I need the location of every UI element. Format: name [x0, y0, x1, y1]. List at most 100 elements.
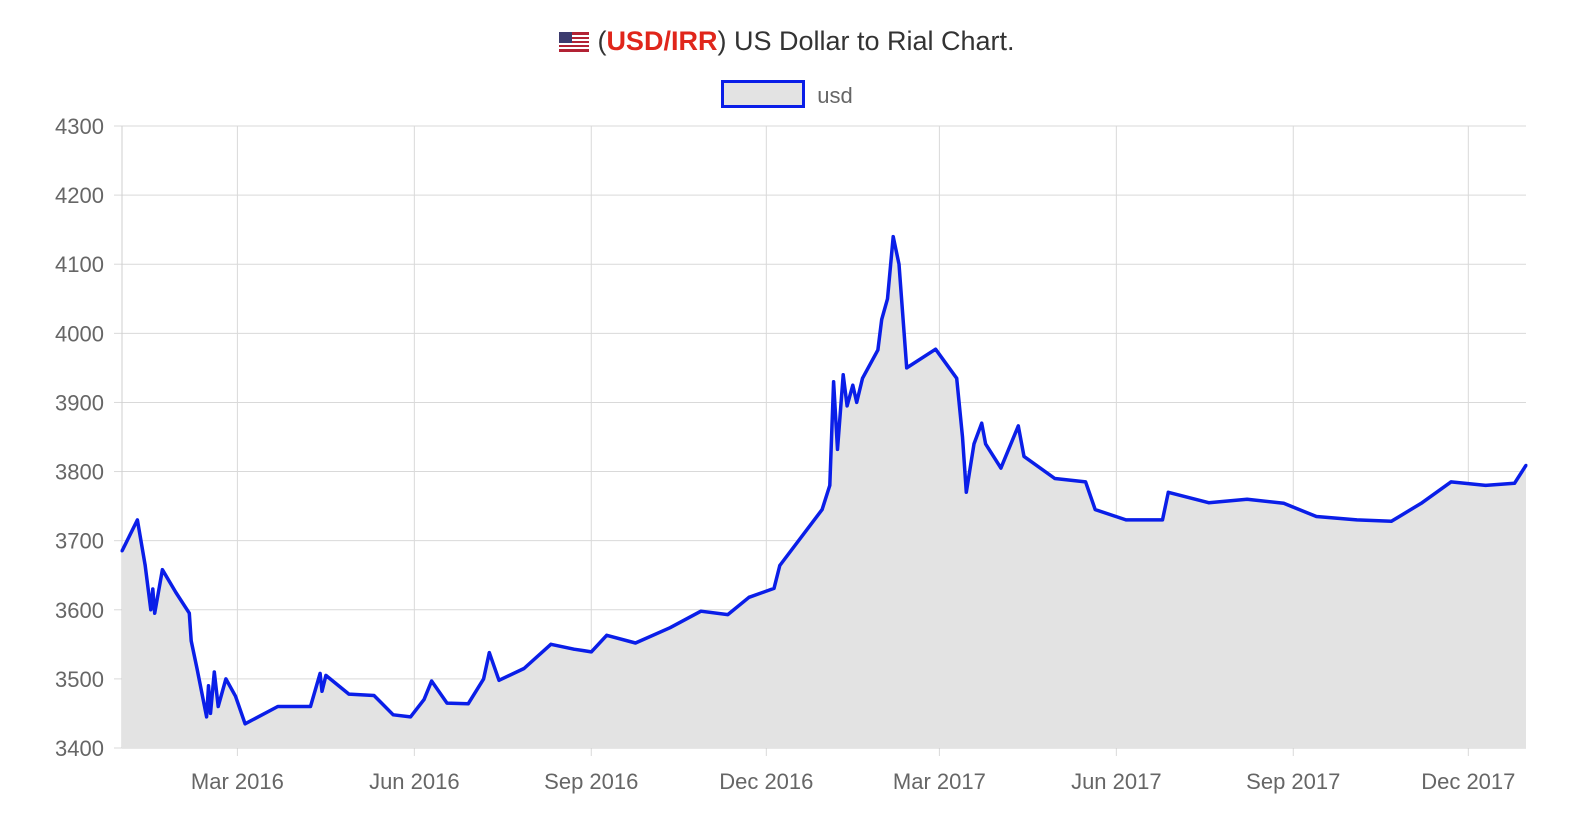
- y-tick-label: 3800: [55, 460, 104, 485]
- data-point: [589, 650, 593, 654]
- data-point: [845, 404, 849, 408]
- us-flag-icon: [559, 28, 590, 52]
- data-point: [820, 508, 824, 512]
- y-axis: 3400 3500 3600 3700 3800 3900 4000 4100 4200 4300: [55, 114, 104, 761]
- data-point: [772, 586, 776, 590]
- data-point: [391, 713, 395, 717]
- title-text: ) US Dollar to Rial Chart.: [717, 26, 1015, 56]
- chart-title: (USD/IRR) US Dollar to Rial Chart.: [0, 26, 1574, 57]
- x-tick-label: Dec 2017: [1421, 769, 1515, 794]
- data-point: [876, 348, 880, 352]
- data-point: [466, 702, 470, 706]
- data-point: [160, 568, 164, 572]
- data-point: [309, 705, 312, 708]
- data-point: [841, 373, 845, 377]
- x-tick-label: Sep 2017: [1246, 769, 1340, 794]
- y-tick-label: 3700: [55, 529, 104, 554]
- data-point: [276, 705, 280, 708]
- data-point: [153, 611, 157, 615]
- data-point: [778, 564, 782, 567]
- data-point: [961, 435, 964, 439]
- data-point: [1524, 463, 1528, 467]
- data-point: [409, 715, 412, 719]
- y-tick-label: 3900: [55, 390, 104, 415]
- data-point: [549, 642, 553, 646]
- data-point: [572, 647, 576, 651]
- data-point: [1389, 519, 1393, 523]
- y-tick-label: 4200: [55, 183, 104, 208]
- data-point: [934, 347, 938, 351]
- data-point: [209, 711, 212, 715]
- data-point: [972, 442, 976, 446]
- data-point: [1093, 508, 1097, 512]
- x-tick-label: Mar 2017: [893, 769, 986, 794]
- data-point: [1166, 490, 1170, 494]
- data-point: [1355, 518, 1359, 522]
- data-point: [195, 667, 199, 670]
- data-point: [151, 587, 155, 591]
- data-point: [897, 262, 901, 266]
- data-point: [372, 694, 376, 697]
- y-tick-label: 4100: [55, 252, 104, 277]
- data-point: [243, 722, 247, 726]
- data-point: [668, 626, 672, 630]
- data-point: [497, 678, 501, 682]
- data-point: [726, 613, 730, 617]
- data-point: [207, 684, 210, 688]
- data-point: [1282, 501, 1286, 505]
- data-point: [582, 649, 586, 653]
- x-tick-label: Jun 2016: [369, 769, 460, 794]
- data-point: [324, 673, 328, 677]
- data-point: [605, 633, 609, 637]
- data-point: [212, 670, 216, 674]
- data-point: [1314, 515, 1318, 518]
- y-tick-label: 3600: [55, 598, 104, 623]
- plot: [120, 234, 1528, 748]
- y-tick-label: 3500: [55, 667, 104, 692]
- x-tick-label: Dec 2016: [719, 769, 813, 794]
- data-point: [174, 591, 178, 594]
- data-point: [487, 651, 491, 655]
- data-point: [422, 698, 426, 702]
- series-line-usd: [120, 234, 1528, 726]
- data-point: [522, 667, 526, 670]
- data-point: [1420, 501, 1424, 505]
- data-point: [320, 689, 324, 693]
- data-point: [984, 442, 988, 446]
- data-point: [189, 639, 193, 643]
- data-point: [234, 694, 237, 698]
- data-point: [955, 376, 959, 380]
- legend[interactable]: usd: [0, 80, 1574, 109]
- data-point: [964, 490, 968, 494]
- legend-label[interactable]: usd: [817, 83, 853, 108]
- data-point: [143, 563, 147, 567]
- data-point: [430, 679, 434, 683]
- x-tick-label: Mar 2016: [191, 769, 284, 794]
- data-point: [347, 692, 351, 696]
- data-point: [905, 366, 909, 370]
- legend-swatch[interactable]: [721, 80, 806, 108]
- data-point: [1124, 518, 1128, 522]
- data-point: [1022, 454, 1026, 458]
- data-point: [634, 641, 637, 645]
- series-area-usd: [122, 236, 1526, 748]
- x-tick-label: Sep 2016: [544, 769, 638, 794]
- y-tick-label: 4300: [55, 114, 104, 139]
- data-point: [135, 518, 139, 522]
- data-point: [1053, 477, 1057, 480]
- data-point: [224, 677, 228, 681]
- x-tick-label: Jun 2017: [1071, 769, 1162, 794]
- data-point: [120, 549, 124, 553]
- data-point: [1245, 497, 1249, 501]
- data-point: [216, 705, 220, 708]
- data-point: [880, 318, 884, 321]
- data-point: [891, 235, 895, 239]
- data-point: [149, 608, 153, 612]
- data-point: [836, 447, 839, 451]
- data-point: [1207, 501, 1211, 505]
- x-axis: Mar 2016 Jun 2016 Sep 2016 Dec 2016 Mar 2017…: [191, 769, 1515, 794]
- data-point: [747, 595, 751, 599]
- currency-pair: USD/IRR: [606, 26, 718, 56]
- y-tick-label: 3400: [55, 736, 104, 761]
